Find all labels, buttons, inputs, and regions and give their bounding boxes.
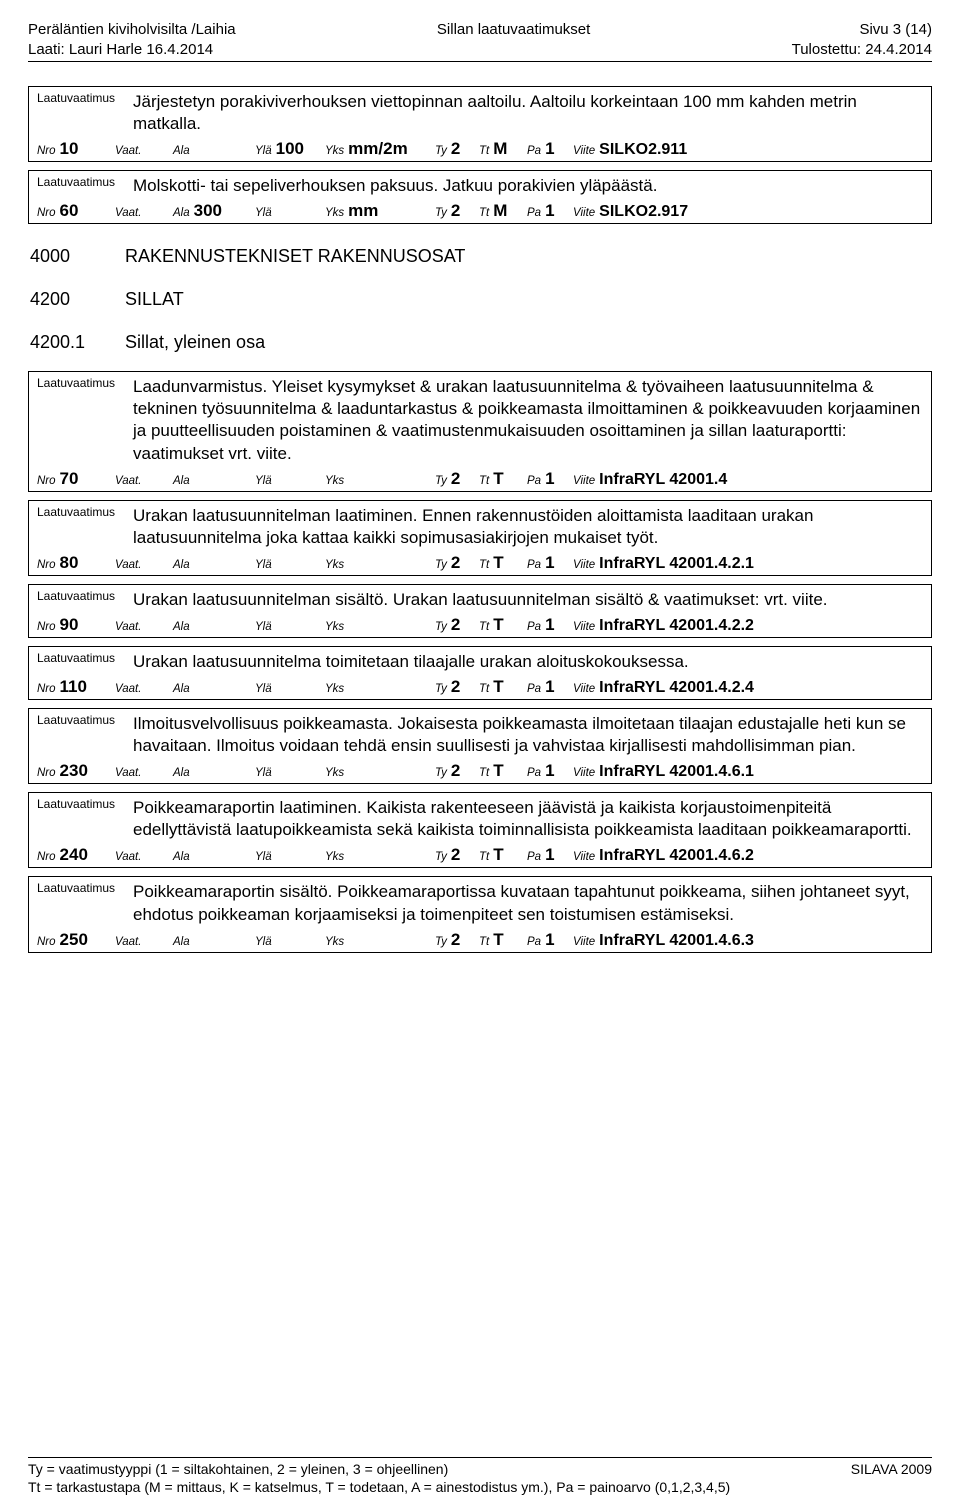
requirement-text: Ilmoitusvelvollisuus poikkeamasta. Jokai… — [133, 713, 923, 757]
requirement-params: Nro250 Vaat. Ala Ylä Yks Ty2 TtT Pa1 Vii… — [37, 930, 923, 950]
section-heading: 4200.1 Sillat, yleinen osa — [30, 332, 932, 353]
requirement-entry: Laatuvaatimus Urakan laatusuunnitelman l… — [28, 500, 932, 576]
requirement-entry: Laatuvaatimus Urakan laatusuunnitelma to… — [28, 646, 932, 700]
footer-right: SILAVA 2009 — [851, 1460, 932, 1496]
section-title: SILLAT — [125, 289, 184, 310]
header-title-left1: Peräläntien kiviholvisilta /Laihia — [28, 20, 236, 40]
laatu-label: Laatuvaatimus — [37, 376, 129, 464]
requirement-text: Poikkeamaraportin laatiminen. Kaikista r… — [133, 797, 923, 841]
section-title: Sillat, yleinen osa — [125, 332, 265, 353]
requirement-text: Laadunvarmistus. Yleiset kysymykset & ur… — [133, 376, 923, 464]
section-title: RAKENNUSTEKNISET RAKENNUSOSAT — [125, 246, 465, 267]
footer-left: Ty = vaatimustyyppi (1 = siltakohtainen,… — [28, 1460, 730, 1496]
section-code: 4200 — [30, 289, 125, 310]
requirement-text: Poikkeamaraportin sisältö. Poikkeamarapo… — [133, 881, 923, 925]
section-code: 4000 — [30, 246, 125, 267]
requirement-entry: Laatuvaatimus Järjestetyn porakiviverhou… — [28, 86, 932, 162]
header-title-left2: Laati: Lauri Harle 16.4.2014 — [28, 40, 236, 60]
header-left: Peräläntien kiviholvisilta /Laihia Laati… — [28, 20, 236, 59]
section-code: 4200.1 — [30, 332, 125, 353]
requirement-entry: Laatuvaatimus Urakan laatusuunnitelman s… — [28, 584, 932, 638]
laatu-label: Laatuvaatimus — [37, 881, 129, 925]
footer-line2: Tt = tarkastustapa (M = mittaus, K = kat… — [28, 1478, 730, 1496]
laatu-label: Laatuvaatimus — [37, 589, 129, 611]
requirement-params: Nro70 Vaat. Ala Ylä Yks Ty2 TtT Pa1 Viit… — [37, 469, 923, 489]
requirement-text: Urakan laatusuunnitelman sisältö. Urakan… — [133, 589, 828, 611]
laatu-label: Laatuvaatimus — [37, 505, 129, 549]
requirement-params: Nro10 Vaat. Ala Ylä100 Yksmm/2m Ty2 TtM … — [37, 139, 923, 159]
header-page: Sivu 3 (14) — [792, 20, 932, 40]
laatu-label: Laatuvaatimus — [37, 91, 129, 135]
requirement-text: Urakan laatusuunnitelma toimitetaan tila… — [133, 651, 689, 673]
requirement-text: Urakan laatusuunnitelman laatiminen. Enn… — [133, 505, 923, 549]
requirement-entry: Laatuvaatimus Poikkeamaraportin laatimin… — [28, 792, 932, 868]
laatu-label: Laatuvaatimus — [37, 175, 129, 197]
requirement-params: Nro240 Vaat. Ala Ylä Yks Ty2 TtT Pa1 Vii… — [37, 845, 923, 865]
requirement-params: Nro230 Vaat. Ala Ylä Yks Ty2 TtT Pa1 Vii… — [37, 761, 923, 781]
page-header: Peräläntien kiviholvisilta /Laihia Laati… — [28, 20, 932, 62]
header-right: Sivu 3 (14) Tulostettu: 24.4.2014 — [792, 20, 932, 59]
requirement-params: Nro80 Vaat. Ala Ylä Yks Ty2 TtT Pa1 Viit… — [37, 553, 923, 573]
laatu-label: Laatuvaatimus — [37, 797, 129, 841]
page-footer: Ty = vaatimustyyppi (1 = siltakohtainen,… — [28, 1457, 932, 1496]
requirement-params: Nro110 Vaat. Ala Ylä Yks Ty2 TtT Pa1 Vii… — [37, 677, 923, 697]
requirement-text: Järjestetyn porakiviverhouksen viettopin… — [133, 91, 923, 135]
requirement-entry: Laatuvaatimus Laadunvarmistus. Yleiset k… — [28, 371, 932, 491]
laatu-label: Laatuvaatimus — [37, 713, 129, 757]
requirement-params: Nro60 Vaat. Ala300 Ylä Yksmm Ty2 TtM Pa1… — [37, 201, 923, 221]
header-printed: Tulostettu: 24.4.2014 — [792, 40, 932, 60]
requirement-entry: Laatuvaatimus Poikkeamaraportin sisältö.… — [28, 876, 932, 952]
requirement-entry: Laatuvaatimus Ilmoitusvelvollisuus poikk… — [28, 708, 932, 784]
requirement-params: Nro90 Vaat. Ala Ylä Yks Ty2 TtT Pa1 Viit… — [37, 615, 923, 635]
section-heading: 4200 SILLAT — [30, 289, 932, 310]
requirement-entry: Laatuvaatimus Molskotti- tai sepeliverho… — [28, 170, 932, 224]
section-heading: 4000 RAKENNUSTEKNISET RAKENNUSOSAT — [30, 246, 932, 267]
laatu-label: Laatuvaatimus — [37, 651, 129, 673]
footer-line1: Ty = vaatimustyyppi (1 = siltakohtainen,… — [28, 1460, 730, 1478]
header-center: Sillan laatuvaatimukset — [437, 20, 590, 59]
requirement-text: Molskotti- tai sepeliverhouksen paksuus.… — [133, 175, 657, 197]
